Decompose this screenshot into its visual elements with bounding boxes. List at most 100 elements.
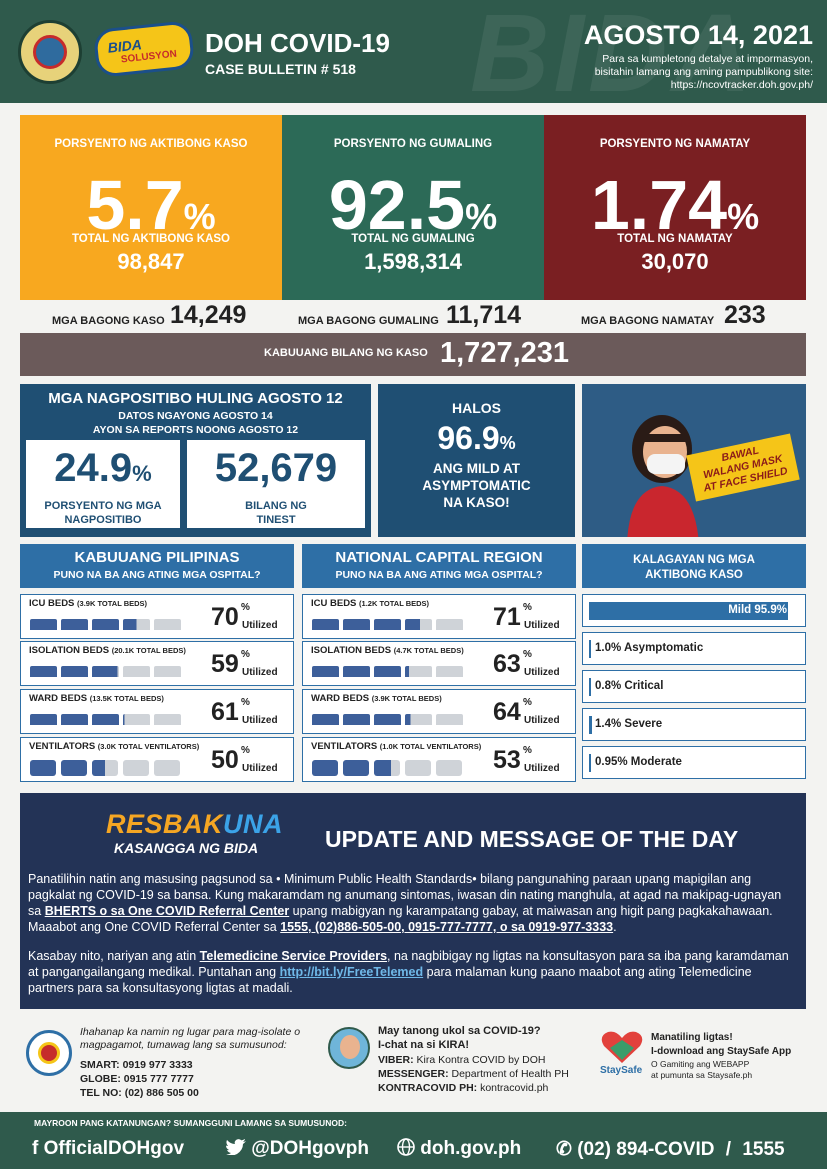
case-status-row: 0.8% Critical	[582, 670, 806, 703]
bed-capacity: (3.9K TOTAL BEDS)	[77, 599, 148, 608]
doh-seal-logo	[18, 20, 82, 84]
facebook-link[interactable]: f OfficialDOHgov	[32, 1138, 185, 1159]
positivity-sub1: DATOS NGAYONG AGOSTO 14	[118, 410, 273, 422]
new-deaths-value: 233	[724, 301, 766, 329]
message-paragraph-1: Panatilihin natin ang masusing pagsunod …	[28, 872, 782, 934]
utilization-number: 71	[493, 603, 521, 631]
case-status-text: 1.0% Asymptomatic	[595, 642, 704, 654]
percent-sign: %	[523, 602, 532, 613]
page-title: DOH COVID-19	[205, 28, 390, 58]
total-cases-value: 1,727,231	[440, 337, 570, 369]
utilization-number: 50	[211, 746, 239, 774]
bed-type: VENTILATORS	[311, 741, 378, 752]
phone-link[interactable]: ✆ (02) 894-COVID / 1555	[556, 1139, 785, 1160]
viber-contact: VIBER: Kira Kontra COVID by DOH	[378, 1054, 546, 1066]
percent-sign: %	[241, 697, 250, 708]
ncr-bed-row: WARD BEDS (3.9K TOTAL BEDS) 64% Utilized	[302, 689, 576, 734]
ph-hospital-header: KABUUANG PILIPINAS PUNO NA BA ANG ATING …	[20, 544, 294, 588]
referral-center-link[interactable]: BHERTS o sa One COVID Referral Center	[44, 904, 290, 918]
utilization-percent: 71%	[493, 602, 532, 632]
bed-icon	[30, 714, 57, 725]
bed-icon	[30, 666, 57, 677]
ventilator-icon	[436, 760, 462, 776]
ventilator-icon	[61, 760, 87, 776]
footer-bar: MAYROON PANG KATANUNGAN? SUMANGGUNI LAMA…	[0, 1112, 827, 1169]
bulletin-date: AGOSTO 14, 2021	[583, 20, 813, 50]
bed-type: ICU BEDS	[29, 598, 75, 609]
ventilator-icon	[30, 760, 56, 776]
header-banner: BIDA BIDA SOLUSYON DOH COVID-19 CASE BUL…	[0, 0, 827, 103]
bed-icon	[405, 666, 432, 677]
bed-row-label: ISOLATION BEDS (4.7K TOTAL BEDS)	[311, 645, 464, 656]
utilized-label: Utilized	[524, 763, 560, 774]
case-status-bar	[589, 640, 591, 658]
new-recovered-value: 11,714	[446, 301, 522, 329]
mild-top-text: HALOS	[452, 400, 501, 416]
utilized-label: Utilized	[242, 715, 278, 726]
case-status-bar	[589, 716, 592, 734]
utilization-bars	[312, 615, 466, 633]
bed-icon	[123, 619, 150, 630]
bed-capacity: (1.0K TOTAL VENTILATORS)	[379, 742, 482, 751]
positivity-title: MGA NAGPOSITIBO HULING AGOSTO 12	[48, 390, 343, 407]
free-telemed-url[interactable]: http://bit.ly/FreeTelemed	[279, 965, 424, 979]
utilization-number: 53	[493, 746, 521, 774]
positivity-sub2: AYON SA REPORTS NOONG AGOSTO 12	[92, 424, 299, 436]
staysafe-line1: Manatiling ligtas!	[651, 1032, 733, 1043]
deaths-box: PORSYENTO NG NAMATAY 1.74% TOTAL NG NAMA…	[544, 115, 806, 300]
twitter-link[interactable]: @DOHgovph	[226, 1138, 369, 1160]
case-status-text: 0.95% Moderate	[595, 756, 682, 768]
ph-bed-row: ISOLATION BEDS (20.1K TOTAL BEDS) 59% Util…	[20, 641, 294, 686]
case-status-bar	[589, 602, 788, 620]
recovered-percent-value: 92.5%	[328, 166, 498, 244]
case-status-header: KALAGAYAN NG MGA AKTIBONG KASO	[582, 544, 806, 588]
staysafe-line4[interactable]: at pumunta sa Staysafe.ph	[651, 1070, 753, 1080]
case-status-text: 1.4% Severe	[595, 718, 663, 730]
tracker-link[interactable]: https://ncovtracker.doh.gov.ph/	[670, 79, 813, 91]
total-cases-label: KABUUANG BILANG NG KASO	[264, 347, 428, 359]
case-status-row: 0.95% Moderate	[582, 746, 806, 779]
active-percent-value: 5.7%	[86, 166, 216, 244]
telemedicine-link[interactable]: Telemedicine Service Providers	[199, 949, 388, 963]
kira-cta: I-chat na si KIRA!	[378, 1039, 470, 1051]
utilization-percent: 63%	[493, 649, 532, 679]
deaths-percent-label: PORSYENTO NG NAMATAY	[599, 138, 751, 150]
positivity-rate-caption2: NAGPOSITIBO	[64, 514, 142, 526]
positivity-rate-value: 24.9%	[54, 446, 152, 490]
recovered-total-label: TOTAL NG GUMALING	[351, 233, 475, 245]
referral-numbers-link[interactable]: 1555, (02)886-505-00, 0915-777-7777, o s…	[280, 920, 614, 934]
case-status-row: Mild 95.9%	[582, 594, 806, 627]
utilization-bars	[30, 758, 184, 776]
one-covid-referral-logo	[26, 1030, 72, 1076]
recovered-box: PORSYENTO NG GUMALING 92.5% TOTAL NG GUM…	[282, 115, 544, 300]
utilization-percent: 53%	[493, 745, 532, 775]
new-cases-value: 14,249	[170, 301, 247, 329]
mask-campaign-image: BAWAL WALANG MASK AT FACE SHIELD	[582, 384, 806, 537]
utilized-label: Utilized	[524, 715, 560, 726]
tested-caption1: BILANG NG	[245, 500, 307, 512]
utilization-number: 61	[211, 698, 239, 726]
ncr-bed-row: ICU BEDS (1.2K TOTAL BEDS) 71% Utilized	[302, 594, 576, 639]
case-status-row: 1.0% Asymptomatic	[582, 632, 806, 665]
bed-icon	[61, 666, 88, 677]
utilization-bars	[312, 710, 466, 728]
case-status-text: 0.8% Critical	[595, 680, 664, 692]
positivity-rate-card: 24.9% PORSYENTO NG MGA NAGPOSITIBO	[26, 440, 180, 528]
header-note-line1: Para sa kumpletong detalye at impormasyo…	[602, 53, 813, 65]
bed-icon	[436, 619, 463, 630]
utilized-label: Utilized	[524, 620, 560, 631]
ventilator-icon	[154, 760, 180, 776]
bed-icon	[312, 619, 339, 630]
bed-icon	[343, 714, 370, 725]
bed-icon	[312, 666, 339, 677]
bida-solusyon-logo: BIDA SOLUSYON	[92, 20, 196, 78]
website-link[interactable]: doh.gov.ph	[397, 1138, 521, 1160]
utilization-number: 70	[211, 603, 239, 631]
bed-icon	[343, 619, 370, 630]
deaths-total-label: TOTAL NG NAMATAY	[617, 233, 733, 245]
globe-number: GLOBE: 0915 777 7777	[80, 1073, 194, 1085]
new-cases-label: MGA BAGONG KASO	[52, 315, 165, 327]
ventilator-icon	[405, 760, 431, 776]
messenger-contact: MESSENGER: Department of Health PH	[378, 1068, 569, 1080]
ncr-bed-row: VENTILATORS (1.0K TOTAL VENTILATORS) 53% U…	[302, 737, 576, 782]
